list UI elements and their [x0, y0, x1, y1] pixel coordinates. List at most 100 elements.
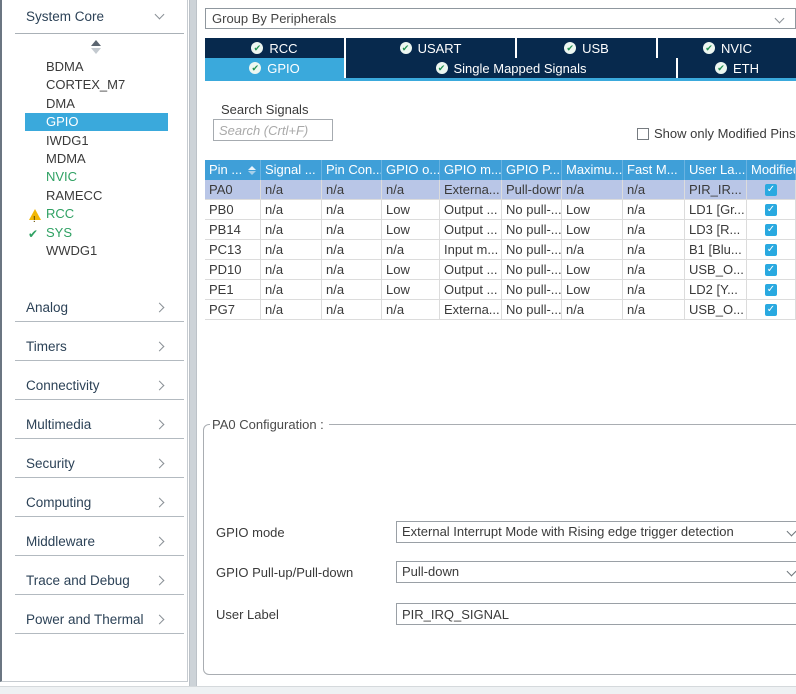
configured-check-icon: ✔ — [251, 42, 263, 54]
modified-checkbox[interactable]: ✓ — [765, 224, 777, 236]
table-cell: Low — [562, 200, 623, 220]
modified-checkbox[interactable]: ✓ — [765, 244, 777, 256]
tab-rcc[interactable]: ✔RCC — [205, 38, 344, 58]
table-cell: n/a — [322, 200, 382, 220]
chevron-right-icon — [155, 459, 165, 469]
horizontal-scrollbar[interactable] — [0, 686, 796, 694]
tab-usart[interactable]: ✔ USART — [346, 38, 515, 58]
sidebar-item-label: BDMA — [46, 58, 84, 76]
sidebar-item-wwdg1[interactable]: WWDG1 — [2, 242, 187, 260]
gpio-pull-up-pull-down-select[interactable]: Pull-down — [396, 561, 796, 583]
show-only-modified-checkbox[interactable] — [637, 128, 649, 140]
sidebar-category-timers[interactable]: Timers — [2, 333, 187, 372]
sidebar-item-sys[interactable]: ✔SYS — [2, 224, 187, 242]
gpio-mode-select[interactable]: External Interrupt Mode with Rising edge… — [396, 521, 796, 543]
gpio-mode-label: GPIO mode — [216, 525, 285, 540]
table-header-row: Pin ...Signal ...Pin Con...GPIO o...GPIO… — [205, 160, 796, 180]
active-tab-strip — [205, 78, 796, 81]
chevron-right-icon — [155, 537, 165, 547]
sidebar-category-connectivity[interactable]: Connectivity — [2, 372, 187, 411]
tab-label: ETH — [733, 61, 759, 76]
sidebar-item-mdma[interactable]: MDMA — [2, 150, 187, 168]
modified-checkbox[interactable]: ✓ — [765, 184, 777, 196]
sidebar-category-system-core[interactable]: System Core — [2, 8, 187, 26]
sidebar-item-cortex-m7[interactable]: CORTEX_M7 — [2, 76, 187, 94]
column-header-user-la[interactable]: User La... — [685, 160, 747, 180]
table-cell: n/a — [623, 180, 685, 200]
sidebar-item-bdma[interactable]: BDMA — [2, 58, 187, 76]
list-scroll-spinner[interactable] — [91, 40, 101, 54]
table-cell: n/a — [382, 240, 440, 260]
table-row-pb0[interactable]: PB0n/an/aLowOutput ...No pull-...Lown/aL… — [205, 200, 796, 220]
sidebar-category-computing[interactable]: Computing — [2, 489, 187, 528]
table-row-pc13[interactable]: PC13n/an/an/aInput m...No pull-...n/an/a… — [205, 240, 796, 260]
table-cell: Output ... — [440, 260, 502, 280]
table-cell: n/a — [623, 240, 685, 260]
table-cell: B1 [Blu... — [685, 240, 747, 260]
tab-gpio[interactable]: ✔GPIO — [205, 58, 344, 78]
peripheral-tabs-row-1: ✔RCC✔USART✔USB✔NVIC — [205, 38, 796, 58]
show-only-modified-pins-toggle[interactable]: Show only Modified Pins — [637, 126, 796, 141]
sidebar-item-rcc[interactable]: RCC — [2, 205, 187, 223]
modified-checkbox[interactable]: ✓ — [765, 304, 777, 316]
column-header-gpio-p[interactable]: GPIO P... — [502, 160, 562, 180]
configured-check-icon: ✔ — [400, 42, 412, 54]
table-row-pa0[interactable]: PA0n/an/an/aExterna...Pull-downn/an/aPIR… — [205, 180, 796, 200]
column-header-gpio-o[interactable]: GPIO o... — [382, 160, 440, 180]
sidebar-item-dma[interactable]: DMA — [2, 95, 187, 113]
tab-single-mapped-signals[interactable]: ✔Single Mapped Signals — [346, 58, 676, 78]
group-by-dropdown[interactable]: Group By Peripherals — [205, 8, 796, 29]
table-cell: n/a — [261, 180, 322, 200]
table-cell: n/a — [322, 280, 382, 300]
column-header-maximu[interactable]: Maximu... — [562, 160, 623, 180]
table-row-pb14[interactable]: PB14n/an/aLowOutput ...No pull-...Lown/a… — [205, 220, 796, 240]
column-header-modified[interactable]: Modified — [747, 160, 796, 180]
divider — [15, 360, 184, 361]
sidebar-category-middleware[interactable]: Middleware — [2, 528, 187, 567]
chevron-right-icon — [155, 381, 165, 391]
pa0-configuration-group: PA0 Configuration : GPIO modeExternal In… — [203, 417, 796, 675]
configured-check-icon: ✔ — [564, 42, 576, 54]
table-row-pd10[interactable]: PD10n/an/aLowOutput ...No pull-...Lown/a… — [205, 260, 796, 280]
tab-eth[interactable]: ✔ETH — [678, 58, 796, 78]
table-row-pe1[interactable]: PE1n/an/aLowOutput ...No pull-...Lown/aL… — [205, 280, 796, 300]
sidebar-category-analog[interactable]: Analog — [2, 294, 187, 333]
table-cell: Externa... — [440, 300, 502, 320]
category-label: Connectivity — [26, 378, 100, 393]
column-header-signal[interactable]: Signal ... — [261, 160, 322, 180]
gpio-pins-table: Pin ...Signal ...Pin Con...GPIO o...GPIO… — [205, 160, 796, 320]
tab-label: USART — [418, 41, 462, 56]
sidebar-item-iwdg1[interactable]: IWDG1 — [2, 132, 187, 150]
show-only-modified-label: Show only Modified Pins — [654, 126, 796, 141]
table-cell-modified: ✓ — [747, 180, 796, 200]
table-cell: Output ... — [440, 280, 502, 300]
column-header-gpio-m[interactable]: GPIO m... — [440, 160, 502, 180]
tab-usb[interactable]: ✔USB — [517, 38, 656, 58]
chevron-right-icon — [155, 342, 165, 352]
sidebar-item-label: GPIO — [46, 113, 79, 131]
table-cell: PB0 — [205, 200, 261, 220]
modified-checkbox[interactable]: ✓ — [765, 264, 777, 276]
modified-checkbox[interactable]: ✓ — [765, 204, 777, 216]
column-header-pin[interactable]: Pin ... — [205, 160, 261, 180]
gpio-mode-and-configuration-panel: Group By Peripherals ✔RCC✔USART✔USB✔NVIC… — [205, 0, 796, 686]
column-header-pin-con[interactable]: Pin Con... — [322, 160, 382, 180]
sidebar-category-security[interactable]: Security — [2, 450, 187, 489]
sidebar-item-ramecc[interactable]: RAMECC — [2, 187, 187, 205]
search-input[interactable] — [213, 119, 333, 141]
panel-splitter[interactable] — [189, 0, 197, 686]
sidebar-category-multimedia[interactable]: Multimedia — [2, 411, 187, 450]
tab-nvic[interactable]: ✔NVIC — [658, 38, 796, 58]
column-header-fast-m[interactable]: Fast M... — [623, 160, 685, 180]
modified-checkbox[interactable]: ✓ — [765, 284, 777, 296]
divider — [15, 438, 184, 439]
user-label-input[interactable] — [397, 604, 796, 624]
sidebar-category-trace-and-debug[interactable]: Trace and Debug — [2, 567, 187, 606]
sidebar-item-nvic[interactable]: NVIC — [2, 168, 187, 186]
table-row-pg7[interactable]: PG7n/an/an/aExterna...No pull-...n/an/aU… — [205, 300, 796, 320]
sidebar-category-power-and-thermal[interactable]: Power and Thermal — [2, 606, 187, 645]
tab-label: GPIO — [267, 61, 300, 76]
category-label: Multimedia — [26, 417, 91, 432]
sidebar-item-gpio[interactable]: GPIO — [2, 113, 187, 131]
table-cell: Low — [382, 260, 440, 280]
